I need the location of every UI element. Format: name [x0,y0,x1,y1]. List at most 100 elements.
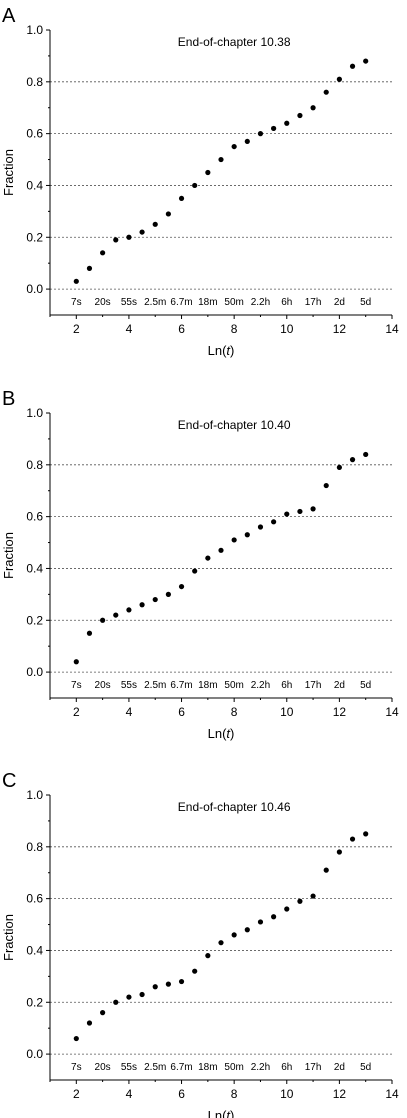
data-point [310,893,316,899]
y-tick-label: 0.2 [26,995,43,1009]
time-label: 6h [281,1062,292,1073]
data-point [271,125,277,132]
x-axis-label-prefix: Ln( [208,343,227,358]
data-point [100,250,106,256]
data-point [284,906,290,912]
time-label: 55s [121,297,137,308]
x-tick-label: 10 [280,1087,294,1101]
x-tick-label: 12 [333,705,347,719]
data-point [310,105,316,111]
y-tick-label: 1.0 [26,406,43,420]
time-label: 55s [121,1062,137,1073]
y-tick-label: 0.4 [26,561,43,575]
y-tick-label: 0.8 [26,458,43,472]
data-point [205,953,211,959]
y-tick-label: 1.0 [26,788,43,802]
data-point [73,1035,79,1042]
data-point [126,994,132,1000]
time-label: 2.2h [251,680,270,691]
data-point [73,659,79,665]
x-tick-label: 10 [280,322,294,336]
x-tick-label: 2 [73,322,80,336]
data-point [310,506,316,512]
data-point [231,143,237,150]
x-axis-label-var: t [226,726,231,741]
y-axis-label: Fraction [1,532,16,579]
time-label: 5d [360,680,371,691]
y-tick-label: 0.2 [26,230,43,244]
data-point [205,169,211,176]
data-point [113,237,119,243]
x-tick-label: 4 [126,705,133,719]
time-label: 2.5m [144,680,166,691]
y-tick-label: 0.4 [26,943,43,957]
x-tick-label: 12 [333,1087,347,1101]
data-point [100,617,106,623]
y-tick-label: 0.2 [26,613,43,627]
data-point [86,630,93,636]
time-label: 20s [95,1062,111,1073]
y-tick-label: 0.4 [26,178,43,192]
time-label: 7s [71,680,82,691]
y-tick-label: 0.8 [26,75,43,89]
data-point [178,195,185,202]
x-tick-label: 8 [231,1087,238,1101]
chart-panel-c: C 0.0 0.2 0.4 0.6 0.8 1.0 2 4 6 8 10 12 14 7s 20s 55s 2.5… [1,770,399,1118]
time-label: 55s [121,680,137,691]
time-label: 18m [198,1062,217,1073]
x-tick-label: 8 [231,322,238,336]
data-point [271,914,277,920]
data-point [86,265,93,271]
time-label: 50m [224,1062,243,1073]
time-label: 2d [334,680,345,691]
y-tick-label: 0.6 [26,510,43,524]
data-point [100,1010,106,1016]
data-point [244,927,250,933]
panel-letter: C [2,770,16,792]
time-label: 2.5m [144,1062,166,1073]
time-label: 6h [281,680,292,691]
data-point [139,991,145,998]
x-tick-label: 2 [73,705,80,719]
time-label: 18m [198,297,217,308]
time-label: 17h [305,680,322,691]
x-axis-label-prefix: Ln( [208,726,227,741]
chart-title: End-of-chapter 10.46 [178,800,291,814]
x-tick-label: 14 [385,1087,399,1101]
x-axis-label-var: t [226,1108,231,1118]
data-point [297,898,303,904]
time-label: 17h [305,1062,322,1073]
x-axis-label-prefix: Ln( [208,1108,227,1118]
data-point [139,229,145,235]
data-point [113,999,119,1005]
x-tick-label: 2 [73,1087,80,1101]
time-label: 20s [95,680,111,691]
data-point [165,981,171,987]
time-label: 6.7m [170,1062,192,1073]
data-point [323,89,329,95]
data-point [126,607,132,613]
data-point [152,596,158,603]
y-axis-label: Fraction [1,149,16,196]
data-point [257,919,264,925]
x-tick-label: 4 [126,1087,133,1101]
time-label: 2d [334,1062,345,1073]
data-point [178,583,185,590]
x-axis-label-var: t [226,343,231,358]
time-label: 50m [224,297,243,308]
y-tick-label: 1.0 [26,23,43,37]
x-tick-label: 4 [126,322,133,336]
x-axis-label-suffix: ) [230,1108,234,1118]
chart-title: End-of-chapter 10.38 [178,35,291,49]
data-point [178,978,185,985]
data-point [271,519,277,525]
data-point [257,131,264,137]
data-point [323,482,329,489]
x-tick-label: 8 [231,705,238,719]
time-label: 6h [281,297,292,308]
y-tick-label: 0.6 [26,892,43,906]
panel-letter: B [2,388,15,410]
data-point [349,63,356,69]
chart-panel-a: A 0.0 0.2 0.4 0.6 0.8 1.0 2 4 6 8 10 12 14 7s 20s 55s 2.5… [1,5,399,358]
